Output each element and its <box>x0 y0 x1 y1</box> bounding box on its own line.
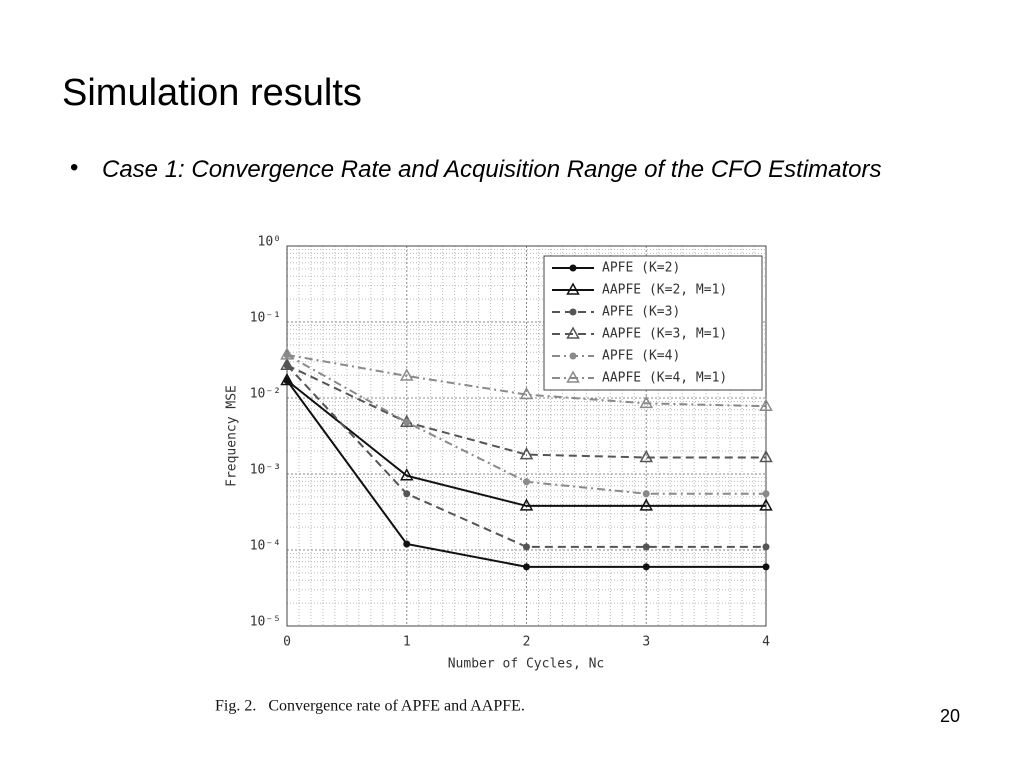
legend-marker <box>569 308 577 316</box>
legend-label: APFE (K=4) <box>602 349 680 364</box>
marker <box>762 563 770 571</box>
y-tick-label: 10⁻² <box>250 387 281 402</box>
page-number: 20 <box>940 706 961 726</box>
marker <box>642 543 650 551</box>
marker <box>399 468 414 481</box>
marker <box>403 540 411 548</box>
plot-frame <box>286 245 767 627</box>
marker <box>759 498 773 511</box>
legend-marker <box>569 264 577 272</box>
legend-marker <box>566 326 580 339</box>
marker <box>280 347 294 360</box>
marker <box>523 563 530 571</box>
slide-title: Simulation results <box>62 72 362 114</box>
marker <box>403 418 411 426</box>
bullet-text: Case 1: Convergence Rate and Acquisition… <box>102 156 882 183</box>
marker <box>762 490 770 498</box>
legend-label: AAPFE (K=2, M=1) <box>602 283 727 298</box>
x-tick-label: 2 <box>523 635 531 650</box>
marker <box>523 478 530 486</box>
legend-box <box>543 255 763 391</box>
x-tick-label: 3 <box>642 635 650 650</box>
x-axis-label: Number of Cycles, Nc <box>448 657 605 672</box>
y-tick-label: 10⁰ <box>258 235 281 250</box>
legend-label: AAPFE (K=4, M=1) <box>602 371 727 386</box>
x-tick-label: 1 <box>403 635 411 650</box>
marker <box>759 449 773 463</box>
marker <box>280 357 294 370</box>
marker <box>523 543 530 551</box>
marker <box>519 498 534 511</box>
y-tick-label: 10⁻⁴ <box>250 539 281 554</box>
marker <box>399 368 414 381</box>
marker <box>639 395 654 409</box>
marker <box>642 563 650 571</box>
marker <box>280 372 294 386</box>
x-tick-label: 4 <box>762 635 770 650</box>
marker <box>403 490 411 498</box>
marker <box>762 543 770 551</box>
legend-marker <box>566 282 580 295</box>
legend-marker <box>569 352 577 360</box>
series-line <box>286 364 766 459</box>
marker <box>639 498 654 511</box>
x-tick-label: 0 <box>283 635 291 650</box>
marker <box>642 490 650 498</box>
marker <box>519 447 534 460</box>
figure-caption: Fig. 2. Convergence rate of APFE and AAP… <box>215 698 525 715</box>
marker <box>759 398 773 411</box>
bullet-dot: • <box>70 154 79 181</box>
legend-label: APFE (K=2) <box>602 261 680 276</box>
series-line <box>286 353 767 408</box>
series-line <box>286 379 766 507</box>
y-tick-label: 10⁻⁵ <box>250 615 281 630</box>
y-tick-label: 10⁻¹ <box>250 311 281 326</box>
y-tick-label: 10⁻³ <box>250 463 281 478</box>
legend-label: APFE (K=3) <box>602 305 680 320</box>
marker <box>639 449 654 463</box>
marker <box>519 386 534 400</box>
legend-marker <box>566 370 580 383</box>
y-axis-label: Frequency MSE <box>225 385 240 487</box>
legend-label: AAPFE (K=3, M=1) <box>602 327 727 342</box>
